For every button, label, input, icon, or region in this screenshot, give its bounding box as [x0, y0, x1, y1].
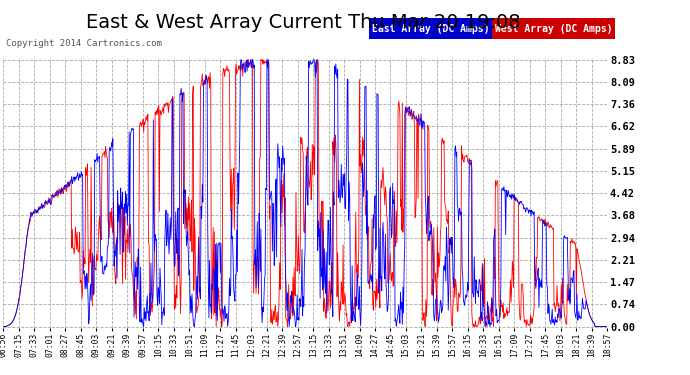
Text: East & West Array Current Thu Mar 20 19:08: East & West Array Current Thu Mar 20 19:…	[86, 13, 521, 32]
Text: Copyright 2014 Cartronics.com: Copyright 2014 Cartronics.com	[6, 39, 161, 48]
Text: East Array (DC Amps): East Array (DC Amps)	[372, 24, 489, 33]
Text: West Array (DC Amps): West Array (DC Amps)	[495, 24, 612, 33]
